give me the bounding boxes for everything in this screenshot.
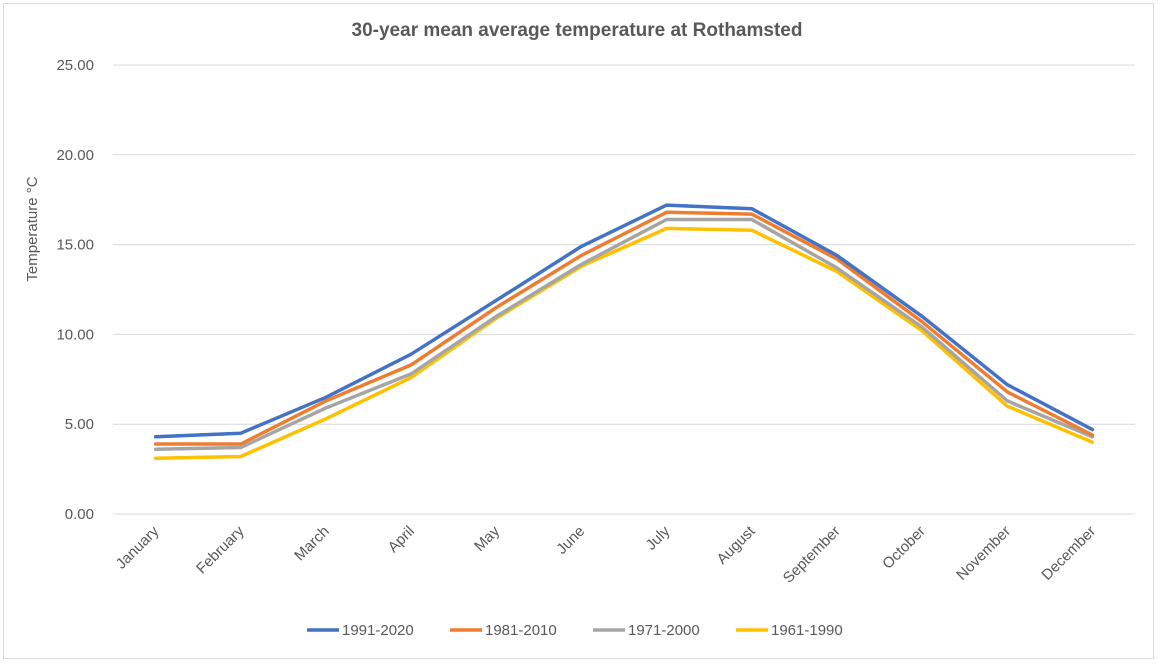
- chart-title: 30-year mean average temperature at Roth…: [352, 20, 803, 41]
- legend-label: 1991-2020: [342, 622, 414, 639]
- x-tick-label: November: [953, 523, 1014, 584]
- legend-label: 1971-2000: [628, 622, 700, 639]
- series-line-1971-2000: [153, 217, 1095, 452]
- y-tick-label: 0.00: [65, 506, 94, 523]
- x-tick-label: July: [643, 522, 674, 553]
- y-tick-label: 20.00: [56, 147, 94, 164]
- y-tick-label: 25.00: [56, 57, 94, 74]
- x-tick-label: September: [780, 523, 844, 587]
- series-line-1961-1990: [153, 226, 1095, 461]
- x-tick-label: January: [113, 522, 163, 572]
- x-axis-tick-labels: January February March April May June July Augu…: [113, 522, 1100, 586]
- x-tick-label: April: [385, 523, 418, 556]
- x-tick-label: March: [291, 523, 332, 564]
- legend: 1991-2020 1981-2010 1971-2000 1961-1990: [307, 622, 843, 639]
- legend-label: 1961-1990: [771, 622, 843, 639]
- x-tick-label: August: [714, 522, 760, 568]
- y-tick-label: 5.00: [65, 416, 94, 433]
- x-tick-label: October: [879, 523, 929, 573]
- y-tick-label: 10.00: [56, 326, 94, 343]
- y-tick-label: 15.00: [56, 237, 94, 254]
- x-tick-label: June: [553, 523, 588, 558]
- y-axis-title: Temperature °C: [24, 176, 41, 281]
- series-line-1991-2020: [153, 203, 1095, 439]
- series-lines: [153, 203, 1095, 461]
- legend-label: 1981-2010: [485, 622, 557, 639]
- chart-frame: [3, 3, 1154, 659]
- x-tick-label: February: [193, 522, 248, 577]
- x-tick-label: May: [471, 522, 503, 554]
- y-axis-tick-labels: 0.00 5.00 10.00 15.00 20.00 25.00: [56, 57, 94, 523]
- series-line-1981-2010: [153, 210, 1095, 446]
- x-tick-label: December: [1038, 523, 1099, 584]
